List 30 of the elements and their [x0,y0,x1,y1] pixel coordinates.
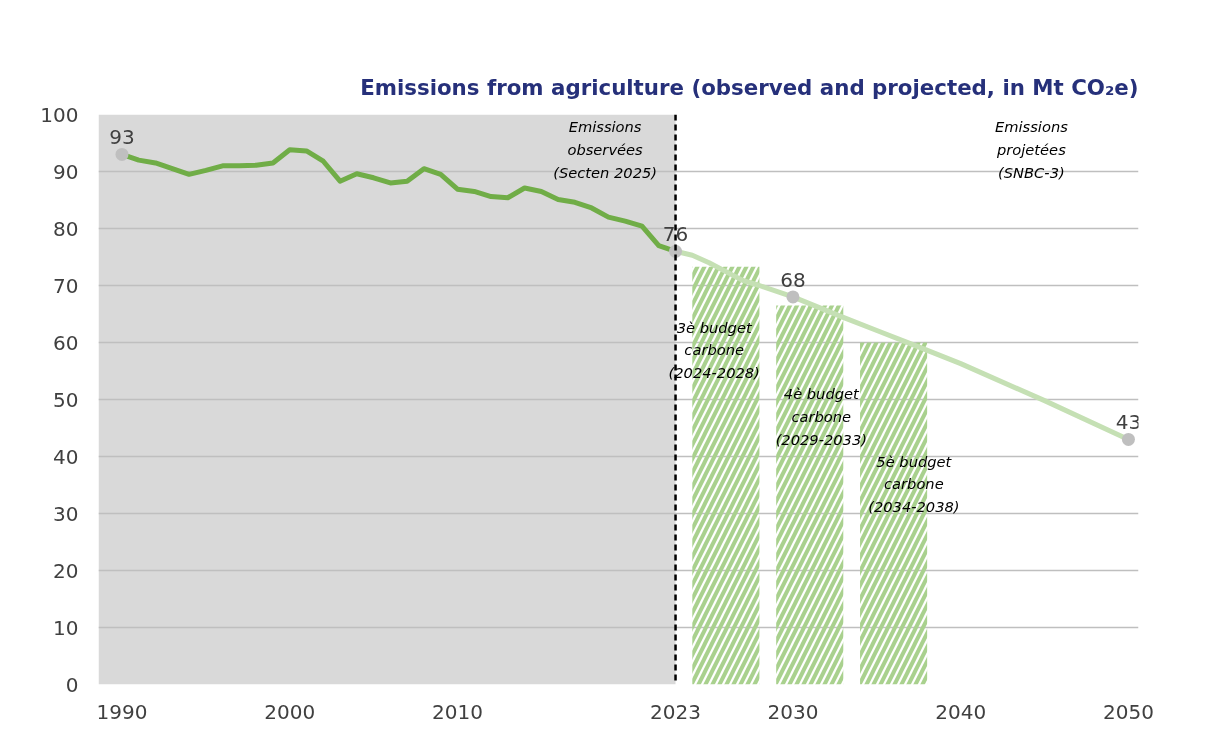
data-label: 68 [780,267,806,292]
x-tick-label: 2010 [432,699,483,724]
y-tick-label: 30 [53,501,79,526]
y-tick-label: 20 [53,558,79,583]
y-tick-label: 70 [53,273,79,298]
x-tick-label: 2040 [935,699,987,724]
y-tick-label: 0 [65,672,79,697]
x-tick-label: 2030 [767,699,819,724]
point [1121,432,1135,446]
point [115,147,129,161]
annotation: 5è budget carbone (2034-2038) [868,452,960,516]
data-label: 93 [109,125,135,150]
x-tick-label: 2050 [1102,699,1154,724]
y-tick-label: 90 [53,159,79,184]
annotation: 3è budget carbone (2024-2028) [668,318,760,382]
y-tick-label: 60 [53,330,79,355]
y-tick-label: 10 [53,615,79,640]
y-tick-label: 40 [53,444,79,469]
annotation: Emissions projetées (SNBC-3) [994,118,1069,182]
annotation: 4è budget carbone (2029-2033) [775,385,867,449]
y-tick-label: 50 [53,387,79,412]
x-tick-label: 2000 [264,699,316,724]
y-tick-label: 100 [40,102,79,127]
annotation: Emissions observées (Secten 2025) [553,118,657,182]
y-tick-label: 80 [53,216,79,241]
x-tick-label: 2023 [650,699,701,724]
point [786,290,800,304]
x-tick-label: 1990 [96,699,148,724]
chart-title: Emissions from agriculture (observed and projected, in Mt CO₂e) [360,74,1139,100]
data-label: 76 [662,222,689,247]
